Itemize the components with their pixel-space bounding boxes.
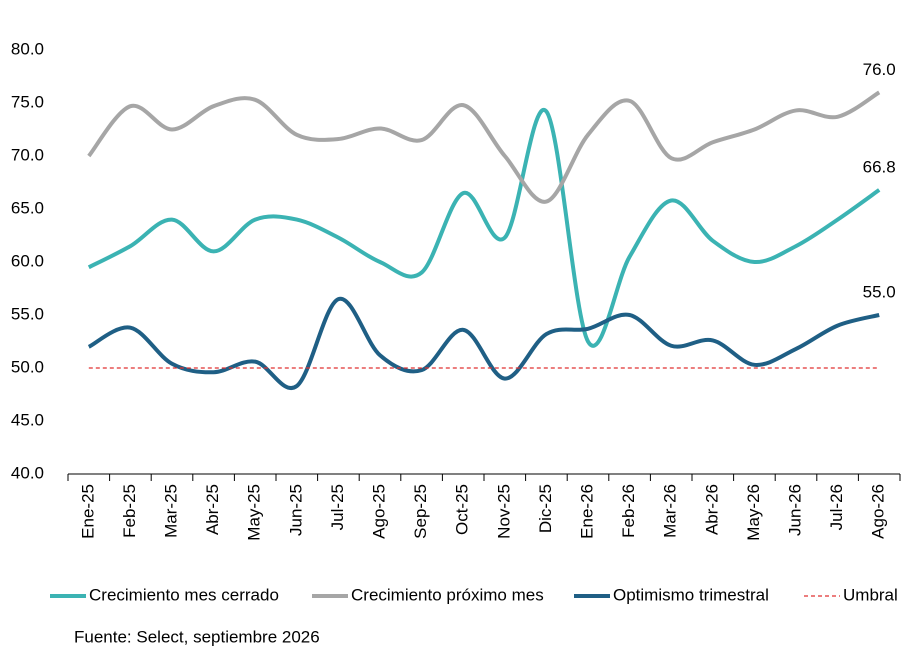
x-tick-label: Jul-26 [827,484,846,530]
x-tick-label: Jun-25 [286,484,305,536]
y-tick-label: 40.0 [11,463,44,482]
y-tick-label: 50.0 [11,357,44,376]
x-tick-label: Jul-25 [328,484,347,530]
x-tick-label: Abr-26 [702,484,721,535]
y-tick-label: 75.0 [11,92,44,111]
series-line [87,90,881,204]
y-tick-label: 55.0 [11,304,44,323]
data-label: 66.8 [863,157,896,176]
y-tick-label: 60.0 [11,251,44,270]
x-tick-label: May-25 [245,484,264,541]
legend-label: Crecimiento próximo mes [351,585,544,604]
source-note: Fuente: Select, septiembre 2026 [74,627,320,646]
x-tick-label: Dic-25 [536,484,555,533]
y-tick-label: 65.0 [11,198,44,217]
legend-label: Crecimiento mes cerrado [89,585,279,604]
x-tick-label: Ago-25 [369,484,388,539]
series-line [87,297,880,390]
data-label: 76.0 [863,60,896,79]
x-tick-label: Feb-26 [619,484,638,538]
y-tick-label: 70.0 [11,145,44,164]
x-tick-label: Abr-25 [203,484,222,535]
y-tick-label: 80.0 [11,39,44,58]
x-tick-label: Mar-26 [661,484,680,538]
data-label: 55.0 [863,282,896,301]
x-tick-label: Ene-26 [577,484,596,539]
x-tick-label: Sep-25 [411,484,430,539]
x-tick-label: May-26 [744,484,763,541]
legend-label: Optimismo trimestral [613,585,769,604]
x-tick-label: Jun-26 [785,484,804,536]
legend-label: Umbral [843,585,898,604]
series-line [87,107,881,348]
y-tick-label: 45.0 [11,410,44,429]
x-tick-label: Feb-25 [120,484,139,538]
x-tick-label: Ago-26 [869,484,888,539]
x-tick-label: Oct-25 [453,484,472,535]
x-tick-label: Nov-25 [494,484,513,539]
x-tick-label: Ene-25 [78,484,97,539]
x-tick-label: Mar-25 [161,484,180,538]
